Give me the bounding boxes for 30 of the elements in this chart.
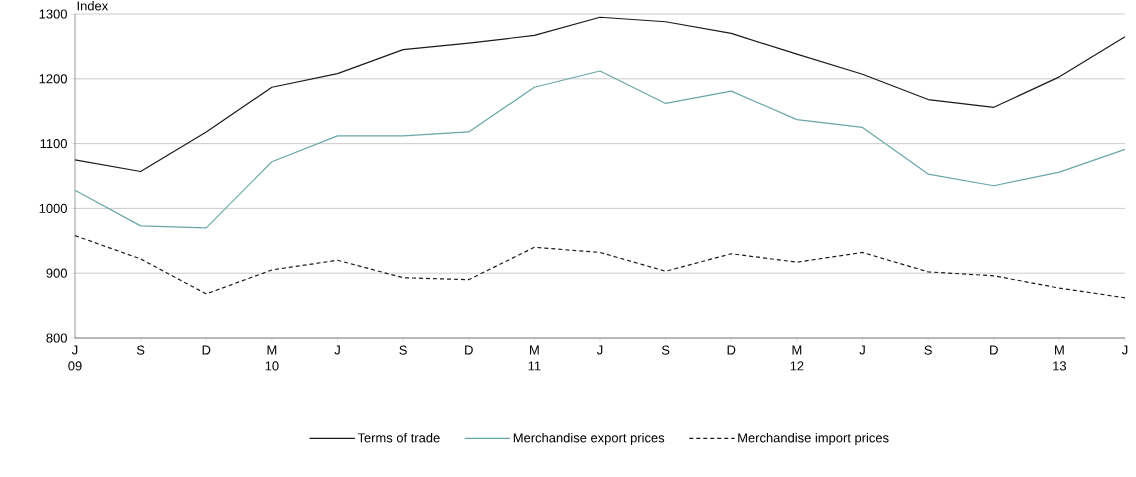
x-tick-label: D [990, 345, 998, 355]
x-tick-label: D [727, 345, 736, 355]
x-tick-label: M 12 [790, 345, 804, 371]
y-axis-title: Index [77, 0, 109, 11]
x-tick-label: J 09 [68, 345, 82, 371]
y-tick-label: 800 [46, 333, 67, 343]
x-tick-label: D [202, 345, 211, 355]
x-tick-label: J [596, 345, 603, 355]
x-tick-label: S [924, 345, 932, 355]
x-tick-label: M 13 [1053, 345, 1067, 371]
x-tick-label: M 11 [528, 345, 541, 371]
y-tick-label: 1200 [39, 74, 67, 84]
x-tick-label: S [399, 345, 407, 355]
legend-label: Merchandise import prices [738, 432, 889, 445]
line-series [74, 235, 1126, 299]
x-tick-label: J [1121, 345, 1128, 355]
line-series [74, 16, 1126, 173]
x-tick-label: M 10 [265, 345, 279, 371]
legend-label: Terms of trade [357, 432, 440, 443]
x-tick-label: J [334, 345, 340, 355]
x-tick-label: S [136, 345, 145, 355]
y-tick-label: 1000 [39, 203, 67, 213]
y-tick-label: 1100 [40, 139, 67, 149]
x-tick-label: J [859, 345, 865, 355]
x-tick-label: S [661, 345, 670, 355]
y-tick-label: 1300 [39, 9, 67, 19]
line-series [74, 70, 1126, 229]
legend-label: Merchandise export prices [513, 432, 665, 445]
x-tick-label: D [465, 345, 473, 355]
y-tick-label: 900 [46, 268, 67, 278]
